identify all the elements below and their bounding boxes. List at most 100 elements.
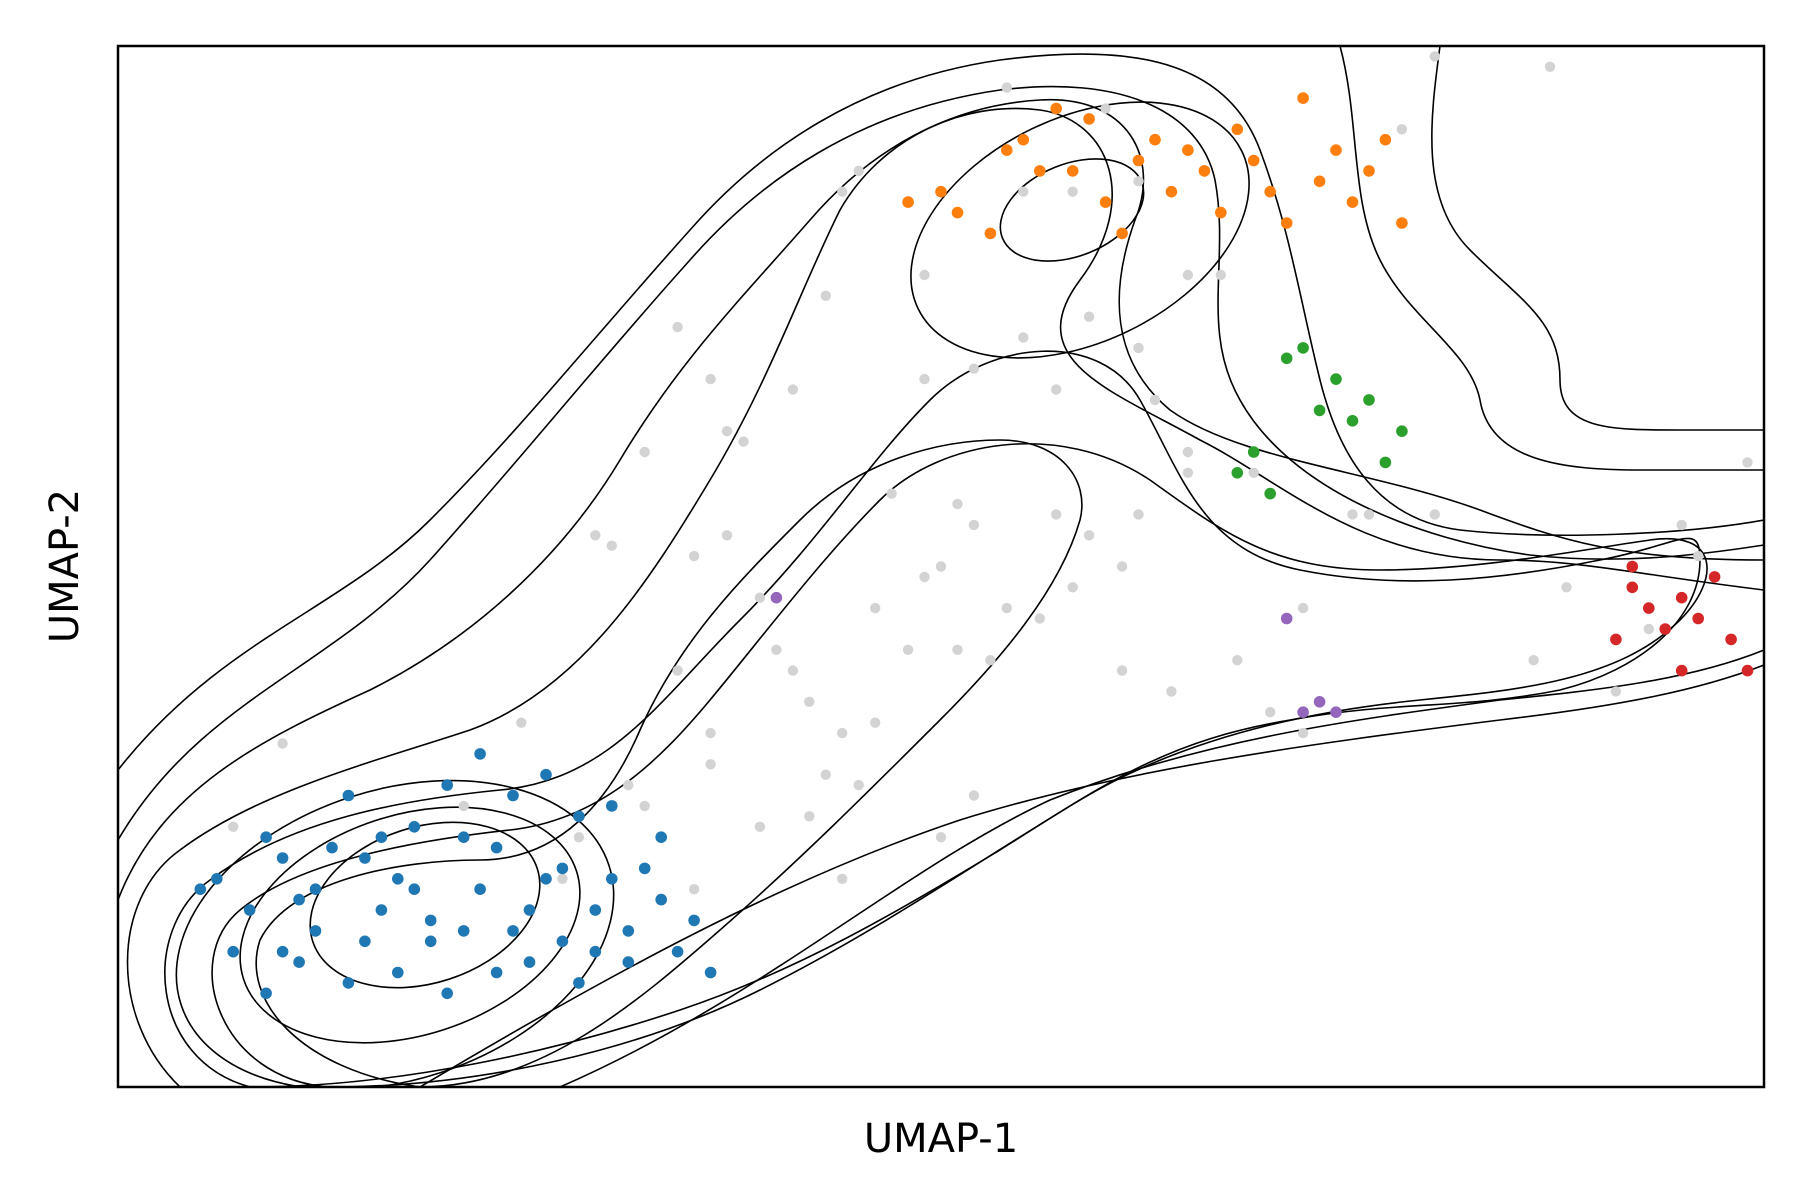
contour-line-7 xyxy=(255,439,1083,1087)
point-background-50 xyxy=(820,290,831,301)
point-background-76 xyxy=(1067,582,1078,593)
point-red-8 xyxy=(1741,664,1754,677)
point-red-4 xyxy=(1675,591,1688,604)
point-background-59 xyxy=(1215,269,1227,281)
point-background-38 xyxy=(1133,509,1144,520)
point-blue-27 xyxy=(638,862,651,875)
point-orange-11 xyxy=(1116,227,1128,240)
point-blue-31 xyxy=(704,966,717,979)
point-green-8 xyxy=(1363,394,1375,406)
point-background-55 xyxy=(1149,394,1161,406)
point-background-42 xyxy=(1347,509,1358,520)
point-blue-5 xyxy=(276,945,289,958)
point-blue-46 xyxy=(392,873,404,885)
point-red-3 xyxy=(1659,623,1671,635)
point-background-30 xyxy=(935,561,947,572)
point-background-11 xyxy=(590,530,601,541)
x-axis-label: UMAP-1 xyxy=(864,1116,1018,1162)
point-green-7 xyxy=(1346,415,1359,427)
point-background-78 xyxy=(1166,686,1177,697)
point-background-5 xyxy=(573,832,585,843)
point-green-2 xyxy=(1264,487,1276,500)
point-background-70 xyxy=(754,821,766,832)
point-background-25 xyxy=(853,779,864,791)
point-blue-53 xyxy=(622,925,635,937)
point-background-69 xyxy=(705,727,716,739)
plot-frame xyxy=(116,44,1766,1089)
point-blue-23 xyxy=(573,977,585,989)
point-blue-54 xyxy=(655,831,667,843)
point-green-5 xyxy=(1313,404,1326,417)
point-purple-2 xyxy=(1297,706,1309,718)
point-orange-18 xyxy=(1231,123,1244,136)
point-background-85 xyxy=(1429,51,1441,62)
contour-line-2 xyxy=(118,85,1764,841)
contour-line-8 xyxy=(559,649,1764,1087)
point-background-88 xyxy=(1018,186,1029,197)
contour-line-9 xyxy=(419,664,1764,1087)
point-background-34 xyxy=(1034,613,1046,624)
contour-line-4 xyxy=(126,107,1764,1087)
y-axis-label: UMAP-2 xyxy=(42,489,88,643)
point-background-40 xyxy=(1265,707,1276,718)
point-background-67 xyxy=(787,384,799,395)
point-green-4 xyxy=(1297,342,1309,354)
point-blue-33 xyxy=(342,789,355,802)
contour-line-6 xyxy=(211,443,1708,1087)
point-background-6 xyxy=(623,779,634,791)
point-background-80 xyxy=(1528,655,1539,666)
point-blue-36 xyxy=(474,748,486,760)
point-orange-6 xyxy=(1034,165,1046,177)
point-background-89 xyxy=(1051,384,1062,395)
point-background-26 xyxy=(870,717,881,728)
point-orange-26 xyxy=(1363,165,1375,177)
point-orange-15 xyxy=(1182,144,1194,156)
point-background-58 xyxy=(1067,186,1078,197)
contour-line-3 xyxy=(118,99,1764,901)
point-background-46 xyxy=(1100,103,1111,114)
point-background-44 xyxy=(1561,582,1572,593)
point-red-6 xyxy=(1708,571,1721,583)
point-orange-2 xyxy=(951,206,964,219)
point-orange-7 xyxy=(1050,102,1062,115)
point-green-9 xyxy=(1379,456,1392,469)
point-green-6 xyxy=(1330,373,1342,385)
point-blue-41 xyxy=(507,789,519,802)
point-background-56 xyxy=(1182,269,1194,281)
point-blue-21 xyxy=(540,873,552,885)
point-orange-3 xyxy=(984,227,997,240)
point-orange-9 xyxy=(1083,113,1095,125)
point-blue-39 xyxy=(606,800,618,812)
point-background-10 xyxy=(721,530,733,541)
point-blue-48 xyxy=(457,925,470,937)
point-background-71 xyxy=(820,769,831,780)
point-red-9 xyxy=(1626,560,1639,573)
point-background-21 xyxy=(787,665,799,676)
point-blue-42 xyxy=(260,831,272,843)
point-blue-2 xyxy=(227,945,239,958)
point-background-23 xyxy=(804,811,815,822)
point-orange-4 xyxy=(1001,144,1013,156)
point-orange-19 xyxy=(1247,154,1260,167)
point-blue-52 xyxy=(589,945,602,958)
point-background-53 xyxy=(1018,332,1029,343)
point-background-16 xyxy=(738,436,749,447)
point-background-36 xyxy=(1083,530,1095,541)
point-background-48 xyxy=(853,165,864,177)
point-purple-4 xyxy=(1330,706,1342,718)
point-red-5 xyxy=(1692,612,1704,625)
point-background-28 xyxy=(902,644,914,655)
point-orange-21 xyxy=(1280,217,1293,229)
point-purple-1 xyxy=(1280,612,1293,625)
point-background-32 xyxy=(968,519,980,531)
contour-line-11 xyxy=(1431,46,1764,431)
point-background-57 xyxy=(1133,176,1144,187)
point-background-72 xyxy=(919,373,930,385)
point-orange-1 xyxy=(935,185,947,198)
point-blue-6 xyxy=(293,956,305,968)
point-orange-28 xyxy=(1396,217,1408,229)
point-blue-50 xyxy=(523,904,536,916)
point-green-10 xyxy=(1396,425,1408,438)
point-background-9 xyxy=(705,759,716,770)
point-red-1 xyxy=(1626,581,1639,594)
